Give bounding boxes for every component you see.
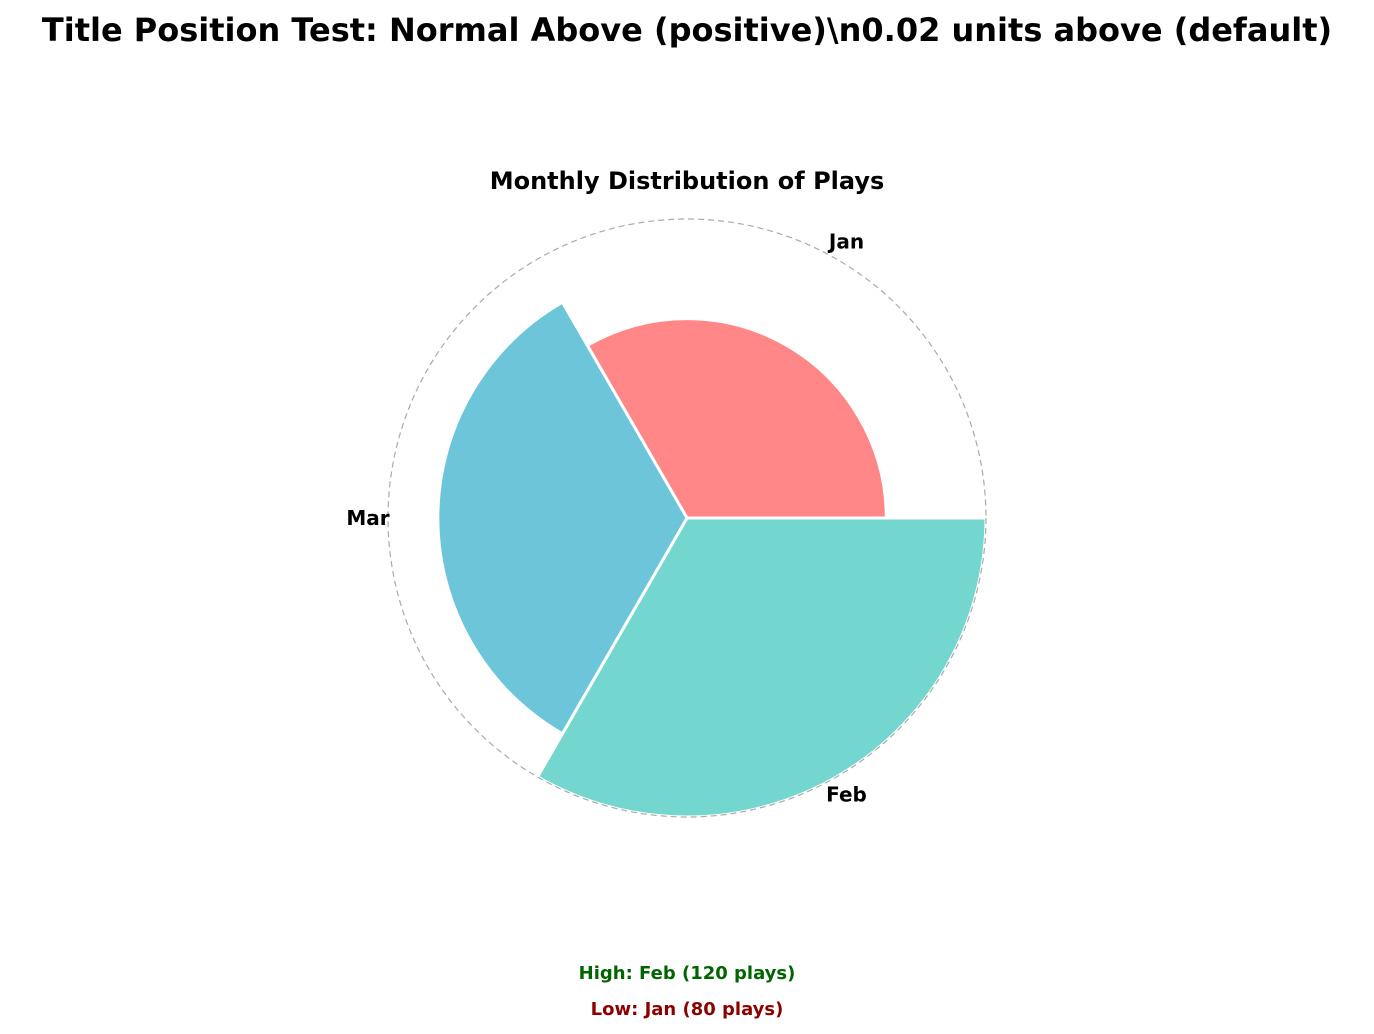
category-label-group: Jan Feb Mar [346, 230, 867, 807]
wedge-jan [585, 317, 888, 520]
wedge-group [436, 300, 988, 819]
figure-title: Title Position Test: Normal Above (posit… [42, 11, 1332, 49]
reference-circle [387, 218, 987, 818]
label-mar: Mar [346, 506, 389, 530]
high-annotation: High: Feb (120 plays) [579, 963, 796, 984]
low-annotation: Low: Jan (80 plays) [591, 999, 784, 1020]
label-feb: Feb [826, 782, 867, 806]
chart-title: Monthly Distribution of Plays [490, 167, 885, 195]
label-jan: Jan [827, 230, 864, 254]
wedge-mar [436, 300, 689, 736]
